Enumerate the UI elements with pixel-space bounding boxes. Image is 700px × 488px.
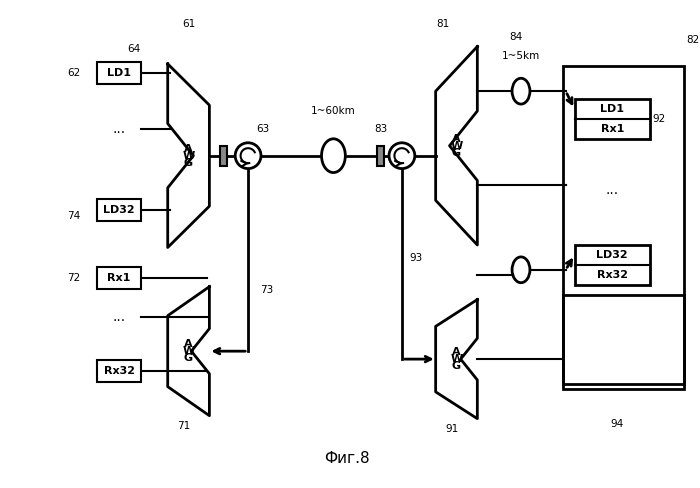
Bar — [575, 245, 650, 285]
Text: W: W — [183, 346, 195, 356]
Text: 1~5km: 1~5km — [502, 51, 540, 61]
Text: A: A — [184, 144, 193, 154]
Text: 61: 61 — [182, 19, 195, 29]
Text: 63: 63 — [256, 124, 270, 134]
Circle shape — [389, 143, 415, 168]
Text: W: W — [183, 151, 195, 161]
Text: LD1: LD1 — [107, 68, 131, 78]
Text: 93: 93 — [410, 253, 423, 263]
Bar — [563, 295, 684, 389]
Bar — [97, 360, 141, 382]
Text: Rx32: Rx32 — [104, 366, 134, 376]
Text: 72: 72 — [67, 273, 80, 283]
Text: G: G — [184, 353, 193, 363]
Text: 71: 71 — [177, 421, 190, 430]
Text: G: G — [452, 148, 461, 158]
Text: LD32: LD32 — [596, 250, 628, 260]
Text: A: A — [452, 134, 461, 144]
Text: 62: 62 — [67, 68, 80, 78]
Text: A: A — [184, 339, 193, 349]
Text: ...: ... — [606, 183, 619, 198]
Text: G: G — [184, 158, 193, 167]
Text: 64: 64 — [127, 44, 140, 55]
Text: A: A — [452, 347, 461, 357]
Circle shape — [235, 143, 261, 168]
Bar — [97, 267, 141, 289]
Text: Rx32: Rx32 — [597, 270, 628, 280]
Text: LD1: LD1 — [601, 104, 624, 114]
Text: 84: 84 — [510, 32, 523, 41]
Text: ...: ... — [113, 122, 125, 136]
Text: G: G — [452, 361, 461, 371]
Text: Фиг.8: Фиг.8 — [325, 451, 370, 466]
Text: Rx1: Rx1 — [601, 124, 624, 134]
Text: W: W — [450, 141, 463, 151]
Bar — [377, 146, 384, 165]
Text: 81: 81 — [437, 19, 450, 29]
Text: W: W — [450, 354, 463, 364]
Text: 1~60km: 1~60km — [311, 106, 356, 116]
Bar — [97, 62, 141, 84]
Text: 91: 91 — [445, 424, 458, 433]
Bar — [563, 66, 684, 384]
Bar — [97, 199, 141, 221]
Text: 92: 92 — [652, 114, 665, 124]
Text: Rx1: Rx1 — [107, 273, 131, 283]
Bar — [220, 146, 227, 165]
Text: ...: ... — [113, 310, 125, 325]
Bar — [575, 99, 650, 139]
Text: LD32: LD32 — [104, 205, 135, 215]
Text: 82: 82 — [687, 35, 700, 44]
Text: 94: 94 — [610, 419, 624, 428]
Text: 73: 73 — [260, 285, 273, 295]
Text: 83: 83 — [374, 124, 387, 134]
Text: 74: 74 — [67, 211, 80, 221]
